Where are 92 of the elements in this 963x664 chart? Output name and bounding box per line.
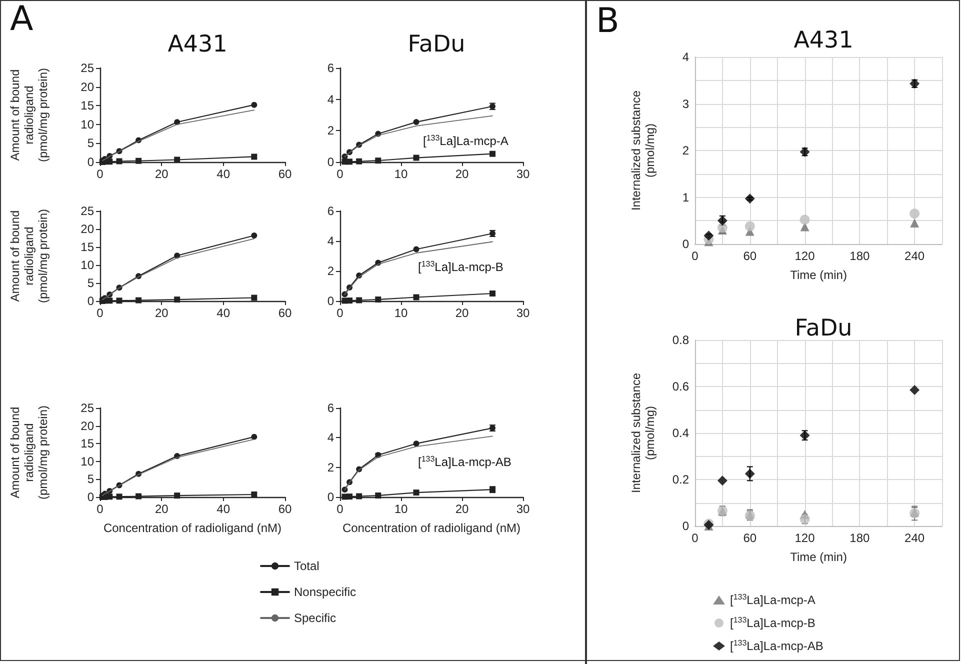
y-tick-label: 0 — [87, 490, 94, 504]
y-tick-label: 0 — [682, 237, 690, 251]
y-tick-label: 10 — [80, 258, 94, 272]
y-tick-label: 15 — [80, 436, 94, 451]
chart-title: FaDu — [408, 32, 466, 58]
x-tick-label: 40 — [216, 502, 230, 516]
chart-title: FaDu — [794, 316, 852, 342]
x-tick-label: 0 — [336, 306, 344, 320]
x-tick-label: 10 — [394, 502, 408, 516]
y-tick-label: 0.2 — [672, 472, 690, 486]
y-axis-title: Internalized substance (pmol/mg) — [629, 90, 657, 211]
y-tick-label: 2 — [327, 124, 334, 138]
y-axis-title: Internalized substance (pmol/mg) — [629, 372, 657, 494]
y-tick-label: 6 — [327, 61, 334, 75]
x-tick-label: 20 — [154, 502, 169, 516]
x-tick-label: 120 — [794, 531, 816, 545]
y-tick-label: 6 — [327, 401, 334, 415]
text: B — [596, 1, 620, 41]
x-axis-title: Time (min) — [790, 550, 847, 564]
y-tick-label: 0 — [327, 155, 334, 169]
x-tick-label: 20 — [154, 306, 169, 320]
legend-label: Specific — [294, 611, 336, 625]
x-tick-label: 20 — [455, 167, 469, 181]
x-tick-label: 60 — [743, 249, 757, 263]
x-tick-label: 180 — [850, 249, 870, 263]
y-tick-label: 0.4 — [672, 426, 690, 440]
x-tick-label: 10 — [394, 167, 408, 181]
text: A — [10, 0, 34, 39]
y-tick-label: 0 — [327, 490, 334, 504]
y-axis-title: Amount of bound radioligand (pmol/mg protein) — [8, 68, 50, 162]
x-tick-label: 180 — [850, 531, 870, 545]
chart-title: A431 — [168, 32, 228, 58]
y-tick-label: 2 — [327, 460, 334, 474]
x-tick-label: 20 — [455, 306, 469, 320]
y-tick-label: 0.8 — [672, 333, 690, 347]
y-tick-label: 10 — [80, 454, 94, 468]
y-tick-label: 0 — [87, 155, 94, 169]
x-tick-label: 20 — [154, 167, 169, 181]
y-tick-label: 20 — [80, 222, 94, 236]
x-tick-label: 0 — [692, 249, 699, 263]
x-tick-label: 0 — [96, 502, 104, 516]
y-tick-label: 4 — [327, 430, 334, 445]
x-tick-label: 240 — [904, 249, 925, 263]
y-tick-label: 5 — [87, 472, 94, 486]
x-tick-label: 40 — [216, 167, 230, 181]
x-tick-label: 40 — [216, 306, 230, 320]
y-tick-label: 25 — [80, 204, 94, 218]
x-tick-label: 30 — [516, 306, 530, 320]
x-tick-label: 60 — [278, 502, 292, 516]
x-tick-label: 20 — [455, 502, 469, 516]
y-tick-label: 0.6 — [672, 380, 690, 394]
x-tick-label: 60 — [278, 167, 292, 181]
y-tick-label: 20 — [80, 418, 94, 433]
y-tick-label: 25 — [80, 401, 94, 415]
x-tick-label: 0 — [96, 167, 104, 181]
x-tick-label: 30 — [516, 167, 530, 181]
x-tick-label: 120 — [794, 249, 816, 263]
x-axis-title: Time (min) — [790, 268, 847, 282]
y-tick-label: 5 — [87, 276, 94, 290]
x-tick-label: 10 — [394, 306, 408, 320]
legend-label: Total — [294, 559, 320, 573]
y-tick-label: 25 — [80, 61, 94, 75]
x-tick-label: 60 — [278, 306, 292, 320]
y-tick-label: 20 — [80, 80, 94, 94]
y-tick-label: 4 — [327, 234, 334, 248]
y-tick-label: 0 — [87, 294, 94, 308]
y-tick-label: 4 — [327, 92, 334, 106]
y-tick-label: 15 — [80, 240, 94, 254]
y-tick-label: 2 — [327, 264, 334, 278]
y-tick-label: 0 — [682, 519, 690, 533]
y-tick-label: 0 — [327, 294, 334, 308]
x-tick-label: 240 — [904, 531, 925, 545]
x-axis-title: Concentration of radioligand (nM) — [103, 521, 282, 535]
y-axis-title: Amount of bound radioligand (pmol/mg protein) — [8, 405, 50, 500]
y-tick-label: 2 — [682, 144, 690, 158]
y-tick-label: 5 — [87, 136, 94, 150]
y-tick-label: 15 — [80, 98, 94, 113]
x-tick-label: 0 — [336, 502, 344, 516]
y-tick-label: 6 — [327, 204, 334, 218]
x-tick-label: 0 — [692, 531, 699, 545]
x-tick-label: 0 — [96, 306, 104, 320]
legend-label: Nonspecific — [294, 585, 356, 599]
x-tick-label: 30 — [516, 502, 530, 516]
y-tick-label: 10 — [80, 117, 94, 132]
chart-title: A431 — [794, 28, 854, 54]
x-tick-label: 60 — [743, 531, 757, 545]
x-axis-title: Concentration of radioligand (nM) — [342, 521, 521, 535]
y-tick-label: 3 — [682, 96, 690, 111]
y-tick-label: 1 — [682, 190, 690, 204]
y-axis-title: Amount of bound radioligand (pmol/mg protein) — [8, 208, 50, 304]
y-tick-label: 4 — [682, 50, 690, 64]
x-tick-label: 0 — [336, 167, 344, 181]
